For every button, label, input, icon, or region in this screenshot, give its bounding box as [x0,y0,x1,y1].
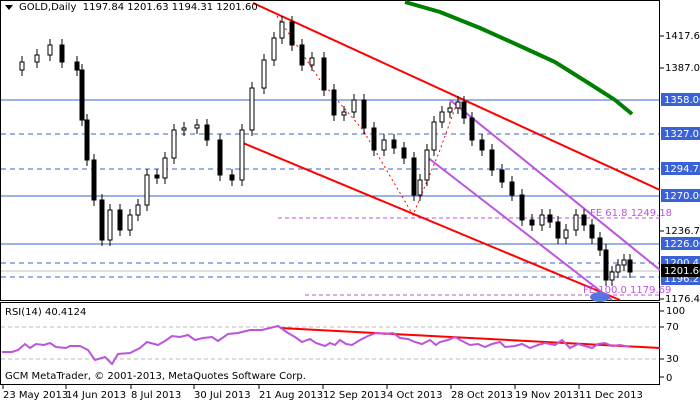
level-1270: 1270.00 [664,191,700,202]
svg-text:28 Oct 2013: 28 Oct 2013 [451,390,513,401]
time-axis: 23 May 2013 14 Jun 2013 8 Jul 2013 30 Ju… [2,385,643,401]
fe618-label: FE 61.8 1249.18 [590,208,672,219]
rsi-panel [1,324,661,366]
svg-text:70: 70 [666,322,679,333]
level-1294: 1294.75 [664,164,700,175]
level-1226: 1226.00 [664,239,700,250]
svg-text:23 May 2013: 23 May 2013 [3,390,68,401]
candlesticks [19,16,633,286]
svg-text:4 Oct 2013: 4 Oct 2013 [387,390,442,401]
svg-text:30 Jul 2013: 30 Jul 2013 [194,390,251,401]
level-1358: 1358.00 [664,95,700,106]
level-1327: 1327.07 [664,129,700,140]
price-panel: FE 61.8 1249.18 FE 100.0 1179.69 [1,0,672,302]
lower-channel-line[interactable] [242,142,621,301]
level-1196: 1196.25 [664,274,700,285]
svg-text:1387.00: 1387.00 [665,63,700,74]
support-resistance-lines[interactable] [1,99,659,278]
collapse-triangle-icon[interactable] [5,4,13,10]
moving-average [404,0,634,116]
svg-text:14 Jun 2013: 14 Jun 2013 [66,390,126,401]
fibo-anchor-marker [590,292,610,302]
svg-text:100: 100 [666,306,685,317]
svg-text:30: 30 [666,354,679,365]
copyright-text: GCM MetaTrader, © 2001-2013, MetaQuotes … [5,371,306,382]
symbol-timeframe: GOLD,Daily [19,2,77,13]
upper-channel-line[interactable] [252,2,661,191]
fe100-label: FE 100.0 1179.69 [583,285,671,296]
svg-text:1176.40: 1176.40 [665,294,700,305]
rsi-axis: 100 70 30 0 [660,306,685,384]
current-price-label: 1201.60 [664,266,700,277]
svg-text:1417.60: 1417.60 [665,31,700,42]
level-1200: 1200.47 [664,258,700,269]
price-axis: 1417.60 1387.00 1236.70 1176.40 1358.00 … [660,31,700,305]
svg-text:21 Aug 2013: 21 Aug 2013 [259,390,323,401]
chart-title: GOLD,Daily 1197.84 1201.63 1194.31 1201.… [5,2,258,13]
rsi-line [2,324,631,366]
ohlc-values: 1197.84 1201.63 1194.31 1201.60 [82,2,258,13]
svg-text:12 Sep 2013: 12 Sep 2013 [323,390,386,401]
rsi-label: RSI(14) 40.4124 [5,307,87,318]
purple-channel-lower[interactable] [426,156,613,301]
fibo-zigzag[interactable] [276,15,459,217]
svg-text:1236.70: 1236.70 [665,226,700,237]
purple-channel-upper[interactable] [449,99,661,271]
svg-text:8 Jul 2013: 8 Jul 2013 [131,390,181,401]
svg-text:11 Dec 2013: 11 Dec 2013 [579,390,643,401]
price-panel-frame [0,0,660,301]
svg-text:0: 0 [666,373,672,384]
svg-text:19 Nov 2013: 19 Nov 2013 [515,390,579,401]
